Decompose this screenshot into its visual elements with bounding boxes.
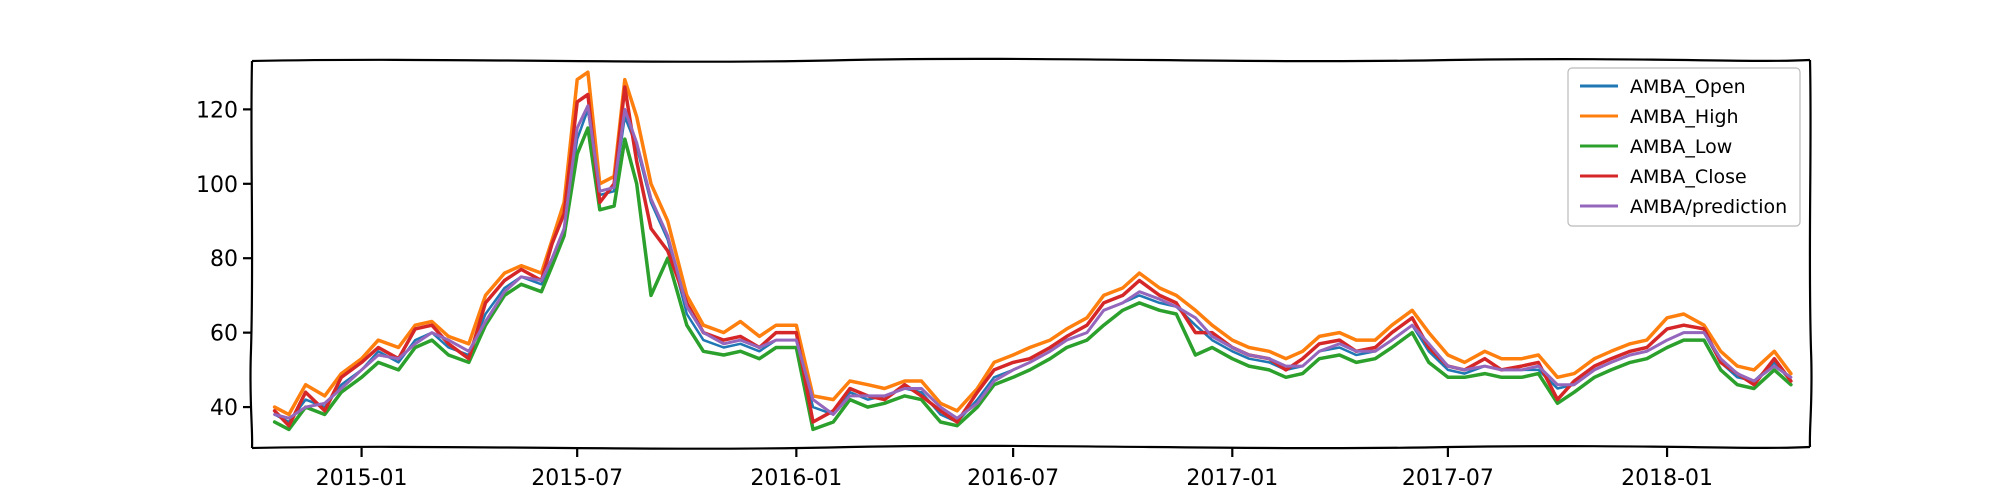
frame-left (249, 60, 254, 449)
series-line-amba-prediction (273, 104, 1793, 420)
x-tick-label: 2017-01 (1186, 466, 1278, 491)
plot-frame (249, 57, 1813, 450)
y-tick-label: 120 (196, 98, 238, 123)
legend-label: AMBA_High (1630, 106, 1739, 128)
series-line-amba-low (272, 126, 1793, 432)
x-tick-label: 2015-07 (531, 466, 623, 491)
legend-label: AMBA_Low (1630, 136, 1732, 158)
frame-bottom (251, 444, 1811, 450)
series-line-amba-open (273, 108, 1793, 424)
series-line-amba-close (272, 85, 1793, 428)
legend: AMBA_Open AMBA_High AMBA_Low AMBA_Close AMBA… (1567, 67, 1801, 227)
x-tick-label: 2015-01 (316, 466, 408, 491)
series-layer (272, 70, 1793, 432)
legend-label: AMBA_Open (1630, 76, 1746, 98)
legend-box (1567, 67, 1801, 227)
x-tick-label: 2018-01 (1621, 466, 1713, 491)
legend-label: AMBA/prediction (1630, 196, 1787, 218)
x-tick-label: 2017-07 (1402, 466, 1494, 491)
y-tick-label: 100 (196, 173, 238, 198)
y-tick-label: 40 (210, 396, 238, 421)
frame-top (251, 57, 1811, 63)
axes: 2015-01 2015-07 2016-01 2016-07 2017-01 2017-… (196, 98, 1713, 491)
legend-label: AMBA_Close (1630, 166, 1747, 188)
y-tick-label: 60 (210, 322, 238, 347)
x-tick-label: 2016-07 (967, 466, 1059, 491)
y-tick-label: 80 (210, 247, 238, 272)
frame-right (1808, 59, 1813, 448)
series-line-amba-high (272, 70, 1793, 417)
x-tick-label: 2016-01 (750, 466, 842, 491)
